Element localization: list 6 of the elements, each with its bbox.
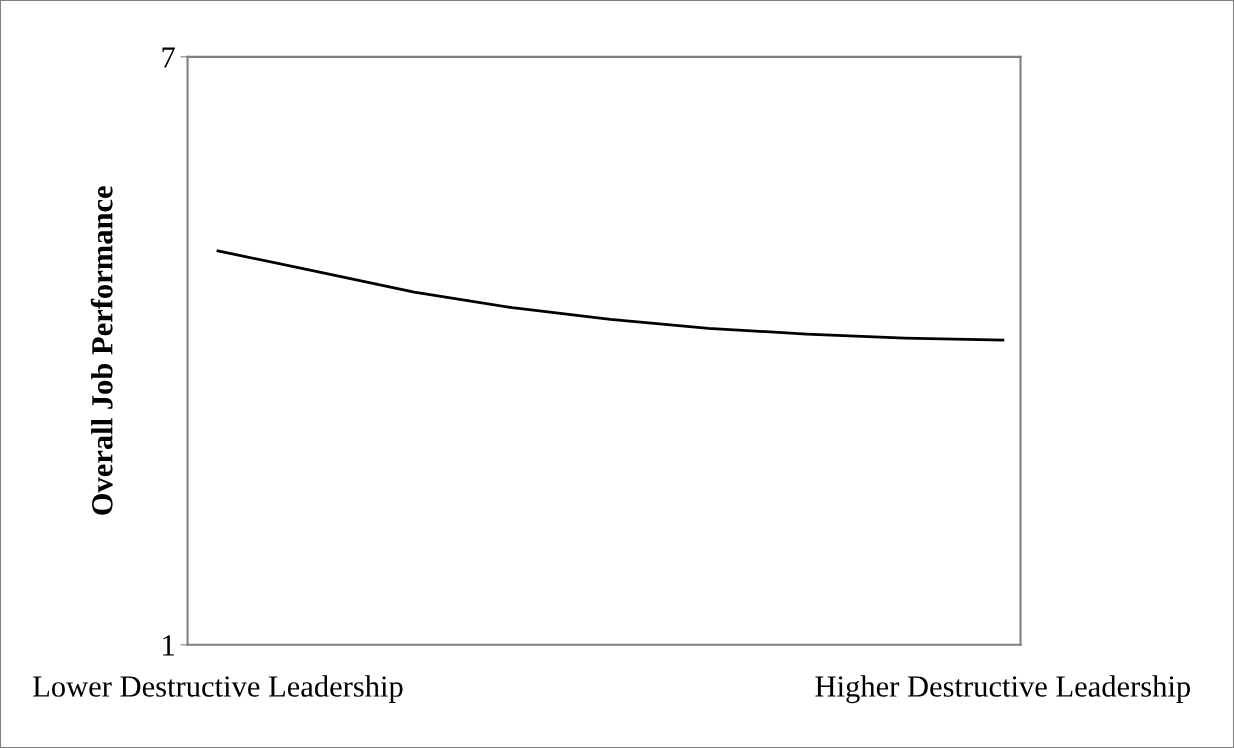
y-tick-label: 1 [163,635,174,656]
line-series [216,249,1005,342]
x-tick-label: Lower Destructive Leadership [33,675,403,704]
x-tick-label: Higher Destructive Leadership [815,675,1191,704]
y-axis-title: Overall Job Performance [90,186,113,515]
y-tick-label: 7 [162,47,175,68]
